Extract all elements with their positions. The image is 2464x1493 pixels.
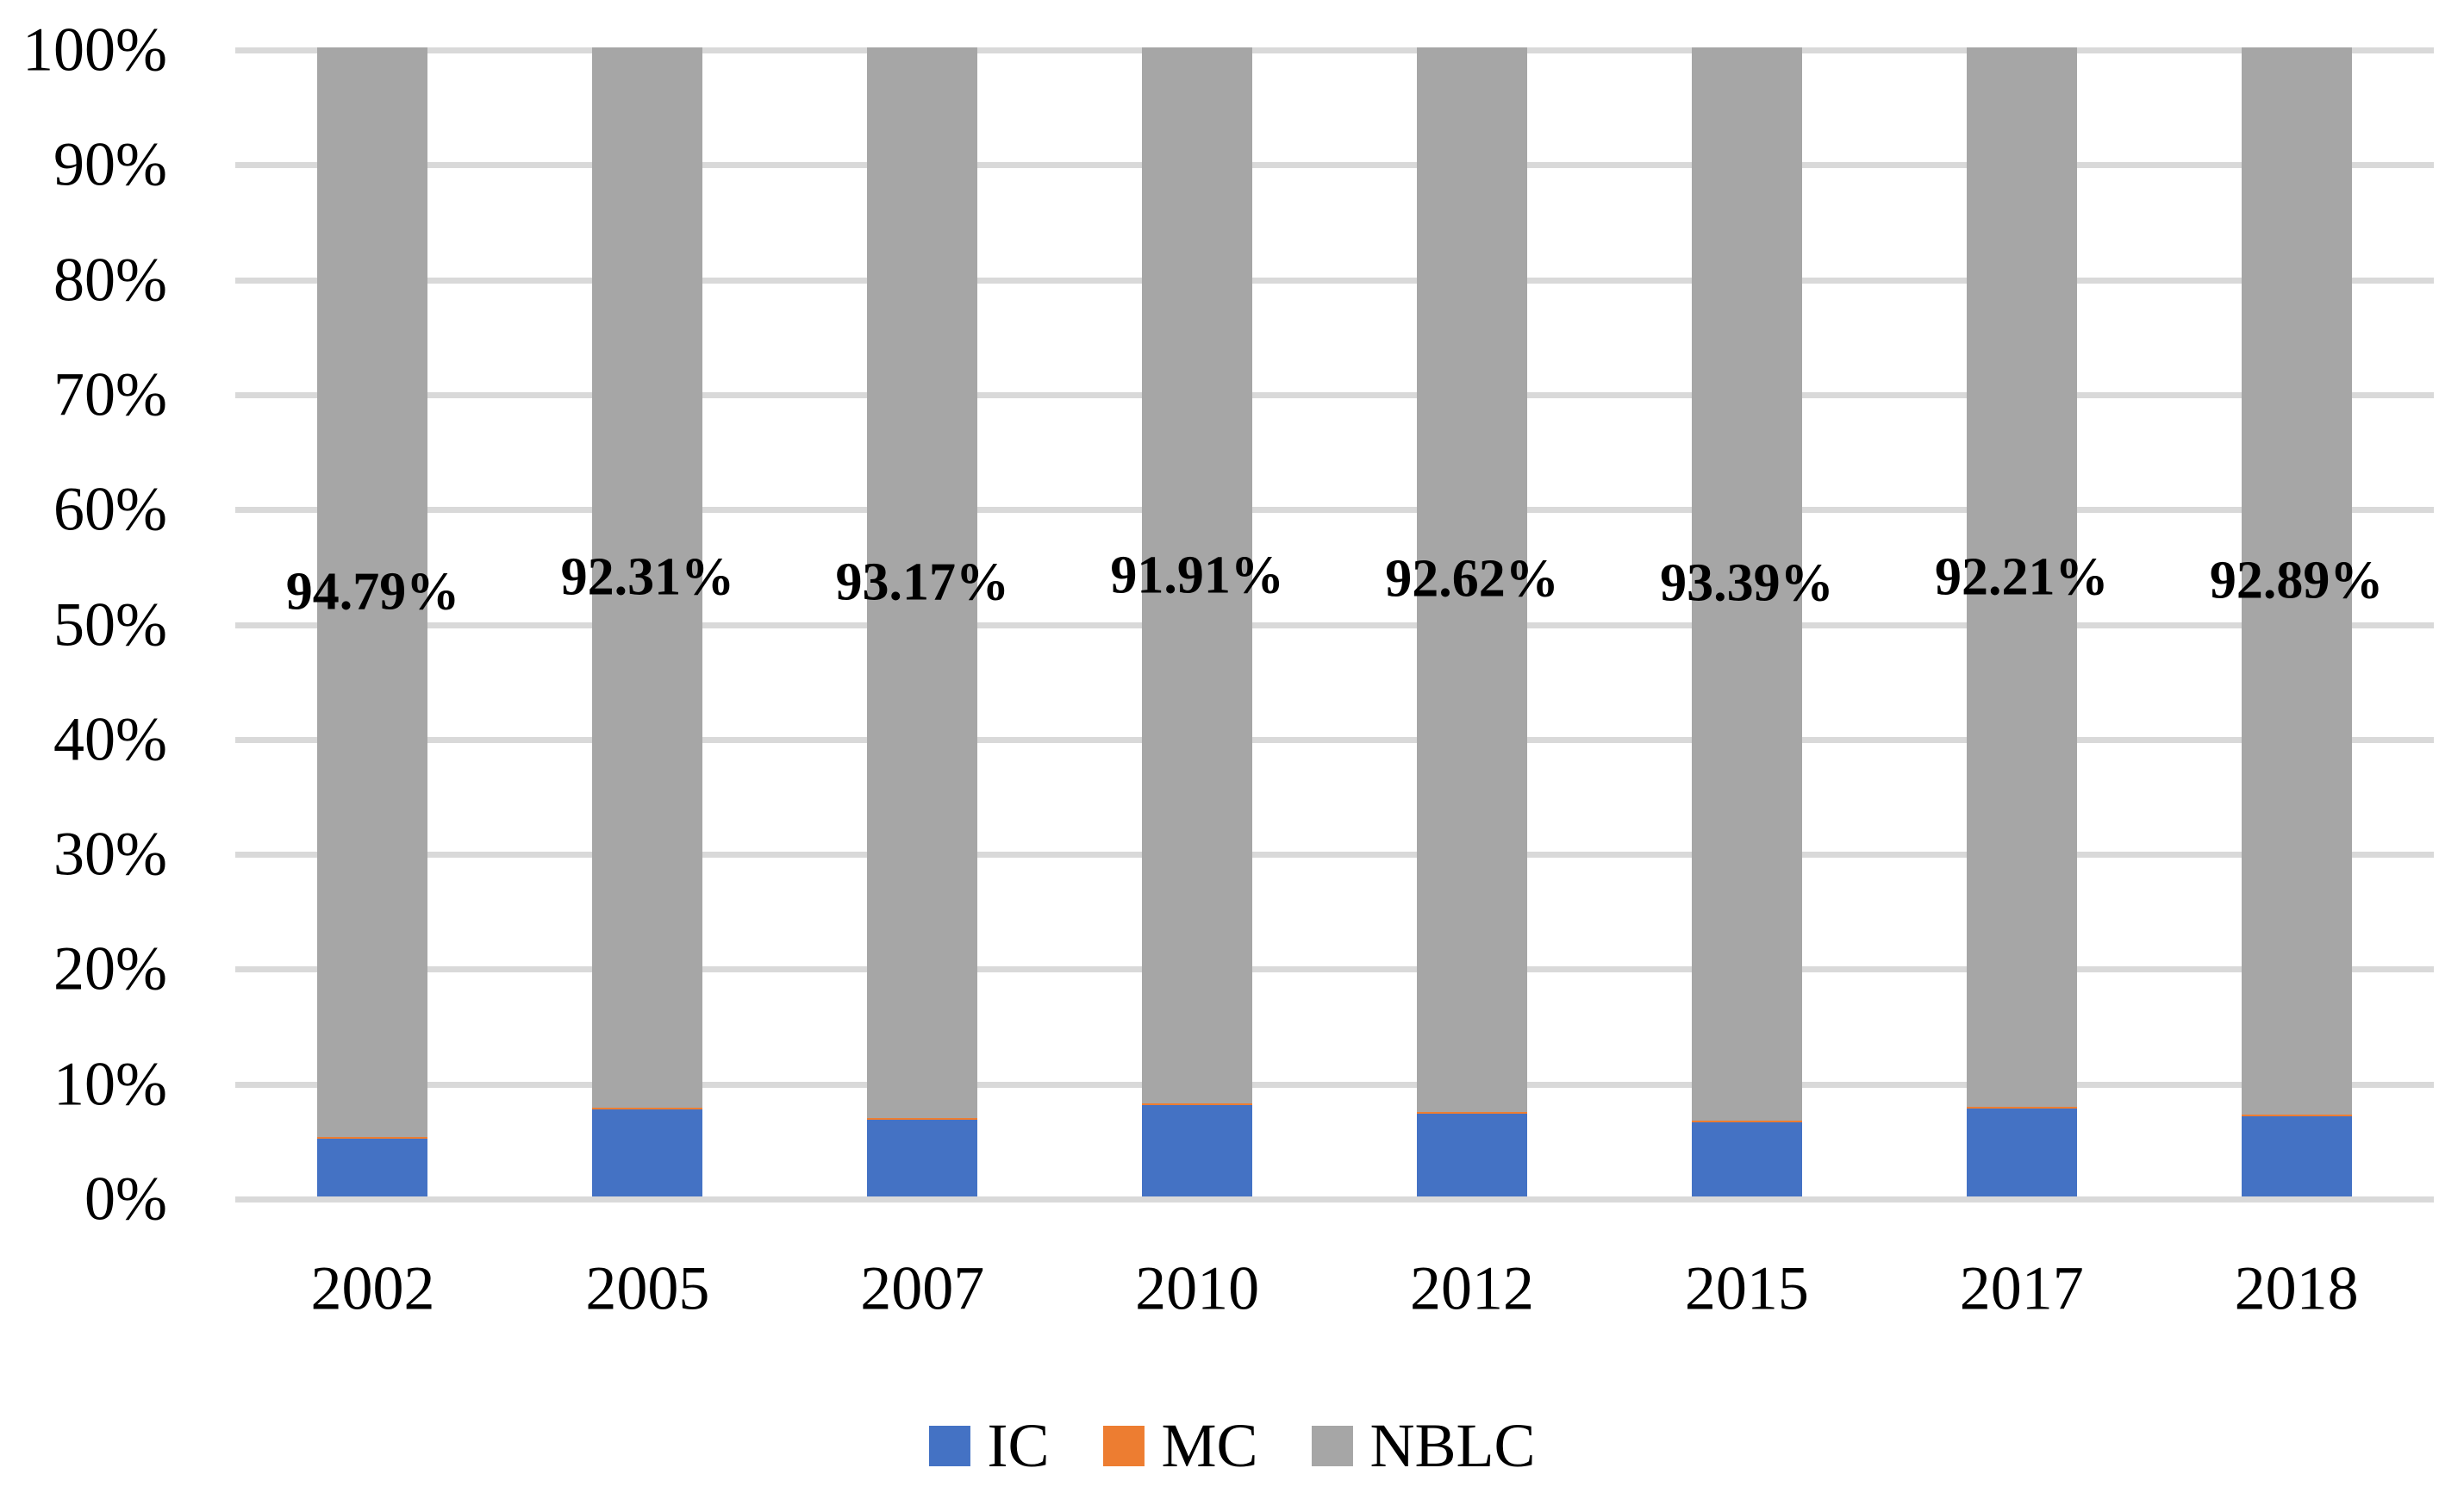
y-tick-label-80: 80% xyxy=(53,245,167,315)
legend-marker-nblc xyxy=(1311,1426,1353,1466)
segment-mc-2007 xyxy=(867,1117,978,1120)
bar-2012 xyxy=(1416,47,1527,1196)
x-tick-label-2007: 2007 xyxy=(860,1253,985,1323)
data-label-2002: 94.79% xyxy=(285,562,460,622)
legend-marker-mc xyxy=(1102,1426,1145,1466)
gridline-20 xyxy=(235,966,2434,973)
segment-ic-2005 xyxy=(592,1109,703,1196)
y-tick-label-10: 10% xyxy=(53,1049,167,1119)
segment-nblc-2015 xyxy=(1691,47,1802,1121)
bar-2018 xyxy=(2241,47,2352,1196)
segment-mc-2010 xyxy=(1142,1103,1253,1106)
x-tick-label-2018: 2018 xyxy=(2234,1253,2359,1323)
data-label-2010: 91.91% xyxy=(1110,546,1284,605)
segment-mc-2002 xyxy=(317,1136,428,1139)
segment-ic-2017 xyxy=(1966,1109,2077,1196)
segment-ic-2002 xyxy=(317,1138,428,1196)
chart-legend: IC MC NBLC xyxy=(928,1410,1536,1482)
segment-ic-2007 xyxy=(867,1119,978,1196)
gridline-50 xyxy=(235,622,2434,628)
legend-entry-nblc: NBLC xyxy=(1311,1410,1536,1482)
legend-entry-mc: MC xyxy=(1102,1410,1258,1482)
segment-ic-2015 xyxy=(1691,1121,1802,1196)
bar-2007 xyxy=(867,47,978,1196)
segment-mc-2005 xyxy=(592,1108,703,1110)
legend-label-nblc: NBLC xyxy=(1369,1411,1536,1480)
segment-mc-2015 xyxy=(1691,1120,1802,1122)
y-tick-label-90: 90% xyxy=(53,129,167,199)
segment-nblc-2002 xyxy=(317,47,428,1137)
y-tick-label-0: 0% xyxy=(84,1164,167,1234)
y-tick-label-50: 50% xyxy=(53,590,167,659)
gridline-90 xyxy=(235,162,2434,169)
gridline-40 xyxy=(235,736,2434,743)
gridline-10 xyxy=(235,1081,2434,1088)
data-label-2015: 93.39% xyxy=(1660,553,1834,613)
y-tick-label-70: 70% xyxy=(53,359,167,429)
segment-mc-2017 xyxy=(1966,1107,2077,1109)
segment-nblc-2007 xyxy=(867,47,978,1118)
bar-2017 xyxy=(1966,47,2077,1196)
data-label-2005: 92.31% xyxy=(560,547,735,607)
segment-ic-2010 xyxy=(1142,1105,1253,1196)
y-tick-label-40: 40% xyxy=(53,704,167,774)
x-tick-label-2017: 2017 xyxy=(1959,1253,2084,1323)
data-label-2017: 92.21% xyxy=(1934,547,2109,607)
bar-2015 xyxy=(1691,47,1802,1196)
y-tick-label-30: 30% xyxy=(53,819,167,889)
data-label-2018: 92.89% xyxy=(2209,551,2384,610)
data-label-2007: 93.17% xyxy=(835,553,1009,612)
segment-nblc-2010 xyxy=(1142,47,1253,1104)
x-tick-label-2010: 2010 xyxy=(1135,1253,1260,1323)
segment-mc-2012 xyxy=(1416,1111,1527,1114)
x-tick-label-2015: 2015 xyxy=(1684,1253,1809,1323)
legend-label-mc: MC xyxy=(1161,1411,1258,1480)
gridline-0 xyxy=(235,1196,2434,1203)
segment-ic-2012 xyxy=(1416,1113,1527,1196)
y-tick-label-100: 100% xyxy=(22,15,167,84)
gridline-60 xyxy=(235,507,2434,514)
y-tick-label-60: 60% xyxy=(53,474,167,544)
y-tick-label-20: 20% xyxy=(53,934,167,1003)
gridline-100 xyxy=(235,47,2434,53)
legend-label-ic: IC xyxy=(987,1411,1050,1480)
segment-nblc-2005 xyxy=(592,47,703,1109)
segment-nblc-2017 xyxy=(1966,47,2077,1108)
bar-2010 xyxy=(1142,47,1253,1196)
gridline-30 xyxy=(235,852,2434,859)
segment-nblc-2018 xyxy=(2241,47,2352,1115)
legend-entry-ic: IC xyxy=(928,1410,1049,1482)
x-tick-label-2002: 2002 xyxy=(310,1253,435,1323)
segment-ic-2018 xyxy=(2241,1116,2352,1196)
bar-2005 xyxy=(592,47,703,1196)
segment-nblc-2012 xyxy=(1416,47,1527,1112)
segment-mc-2018 xyxy=(2241,1115,2352,1117)
gridline-70 xyxy=(235,391,2434,398)
x-tick-label-2005: 2005 xyxy=(585,1253,710,1323)
data-label-2012: 92.62% xyxy=(1385,549,1559,609)
x-tick-label-2012: 2012 xyxy=(1409,1253,1534,1323)
bar-2002 xyxy=(317,47,428,1196)
gridline-80 xyxy=(235,277,2434,284)
legend-marker-ic xyxy=(928,1426,970,1466)
